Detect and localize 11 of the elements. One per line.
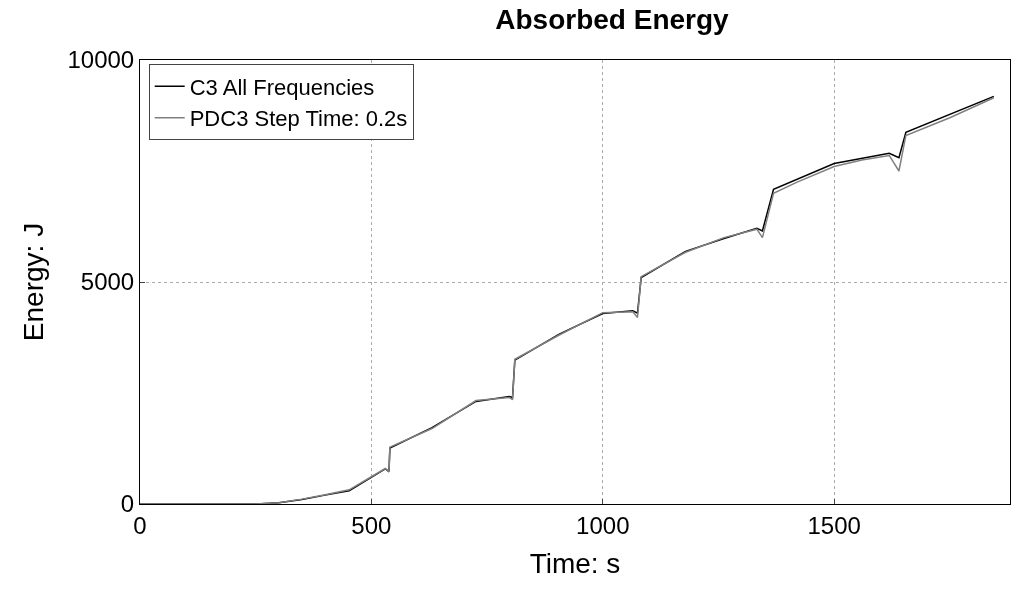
legend-label: C3 All Frequencies (189, 74, 375, 100)
chart-title: Absorbed Energy (495, 3, 730, 35)
y-tick-label: 10000 (67, 46, 135, 74)
y-tick-label: 0 (120, 490, 135, 518)
x-tick-label: 500 (351, 511, 392, 539)
x-tick-label: 1000 (576, 511, 630, 539)
x-axis-title: Time: s (529, 547, 621, 579)
x-tick-label: 1500 (807, 511, 861, 539)
y-tick-label: 5000 (80, 268, 135, 296)
y-axis-title: Energy: J (18, 222, 50, 342)
legend-label: PDC3 Step Time: 0.2s (189, 106, 408, 132)
